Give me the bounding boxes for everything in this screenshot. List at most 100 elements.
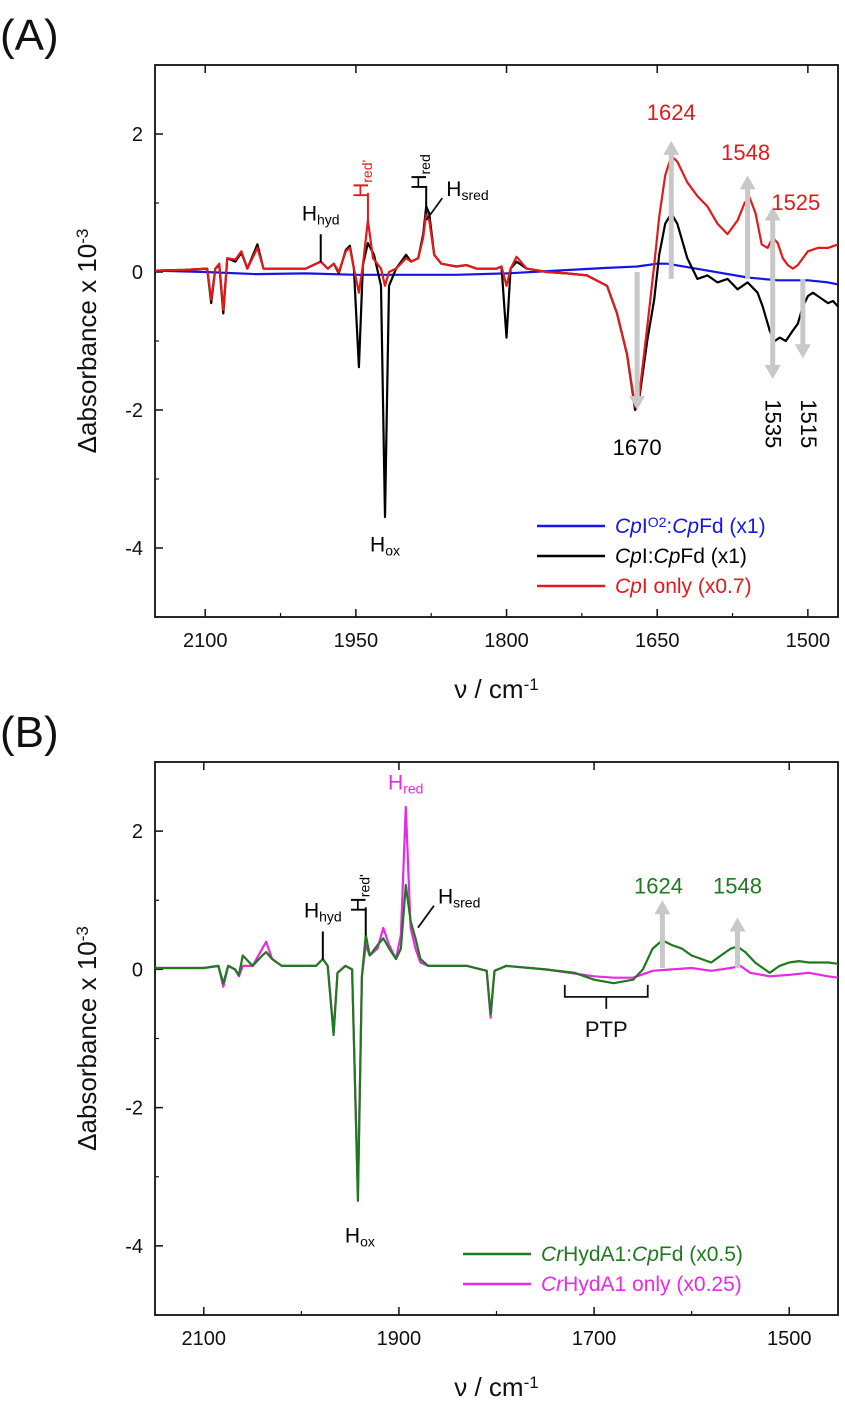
peak-arrow-head bbox=[739, 175, 756, 190]
state-label: Hox bbox=[370, 533, 400, 558]
y-tick-label: -4 bbox=[125, 538, 143, 560]
x-tick-label: 1500 bbox=[786, 630, 831, 652]
y-axis-label: Δabsorbance x 10-3 bbox=[72, 926, 102, 1151]
peak-arrow-head bbox=[629, 396, 646, 410]
peak-arrow-head bbox=[794, 344, 811, 359]
label-part: H bbox=[446, 178, 461, 201]
label-part: Cp bbox=[615, 545, 642, 568]
label-part: sred bbox=[453, 895, 480, 911]
y-tick-label: 2 bbox=[132, 821, 143, 843]
panel-letter: (B) bbox=[0, 708, 59, 757]
x-axis-label-exponent: -1 bbox=[524, 675, 539, 694]
peak-wavenumber-label: 1548 bbox=[721, 140, 770, 165]
legend-entry-cpi_only: CpI only (x0.7) bbox=[615, 575, 752, 598]
label-part: 2 bbox=[659, 514, 667, 530]
label-part: O bbox=[648, 514, 659, 530]
x-tick-label: 1700 bbox=[572, 1328, 617, 1350]
series-line-cpio2 bbox=[155, 262, 838, 286]
panel-a: (A) 2100 1950 1800 1650 1500 2 0 -2 -4 ν / cm-1 Δab… bbox=[0, 11, 839, 704]
y-tick-label: -4 bbox=[125, 1236, 143, 1258]
label-part: Fd (x1) bbox=[680, 545, 747, 568]
x-tick-label: 1650 bbox=[635, 630, 680, 652]
label-part: red' bbox=[359, 160, 375, 183]
series-line-crhyda1_only bbox=[155, 805, 838, 1196]
x-axis-label-exponent: -1 bbox=[524, 1373, 539, 1392]
x-tick-label: 1500 bbox=[767, 1328, 812, 1350]
panel-letter: (A) bbox=[0, 11, 59, 60]
x-axis-label-text: ν / cm bbox=[454, 674, 523, 704]
series-line-cpi_only bbox=[155, 155, 838, 408]
label-part: H bbox=[348, 897, 371, 912]
label-part: H bbox=[438, 886, 453, 909]
state-pointer-line bbox=[425, 197, 444, 221]
label-part: ox bbox=[385, 543, 400, 559]
label-part: Cp bbox=[672, 515, 699, 538]
state-pointer-line bbox=[417, 905, 435, 929]
x-tick-label: 2100 bbox=[183, 630, 228, 652]
x-tick-label: 1950 bbox=[334, 630, 379, 652]
peak-arrow-head bbox=[663, 140, 680, 155]
peak-wavenumber-label: 1525 bbox=[771, 190, 820, 215]
legend-entry-crhyda1_fd: CrHydA1:CpFd (x0.5) bbox=[541, 1243, 743, 1266]
label-part: I bbox=[642, 515, 648, 538]
peak-wavenumber-label: 1535 bbox=[761, 399, 786, 448]
state-label: Hhyd bbox=[304, 900, 342, 925]
label-part: H bbox=[302, 202, 317, 225]
label-part: red bbox=[417, 154, 433, 174]
label-part: : bbox=[666, 515, 672, 538]
peak-wavenumber-label: 1548 bbox=[713, 873, 762, 898]
state-label: Hhyd bbox=[302, 202, 340, 227]
label-part: Cr bbox=[541, 1243, 564, 1266]
label-part: I only (x0.7) bbox=[642, 575, 752, 598]
ptp-label: PTP bbox=[585, 1017, 628, 1042]
x-tick-label: 1800 bbox=[484, 630, 529, 652]
label-part: Cp bbox=[654, 545, 681, 568]
label-part: hyd bbox=[317, 211, 340, 227]
legend-entry-cpi_fd: CpI:CpFd (x1) bbox=[615, 545, 747, 568]
y-tick-label: -2 bbox=[125, 1098, 143, 1120]
state-label: Hred bbox=[388, 772, 423, 797]
panel-b: (B) 2100 1900 1700 1500 2 0 -2 -4 ν / cm-1 Δabsorb… bbox=[0, 708, 839, 1402]
state-label: Hred' bbox=[348, 874, 373, 912]
ptp-bracket bbox=[563, 984, 649, 1009]
peak-arrow-head bbox=[654, 900, 671, 915]
state-label: Hred' bbox=[350, 160, 375, 198]
y-axis-label-exponent: -3 bbox=[73, 926, 92, 941]
y-axis-label-text: Δabsorbance x 10 bbox=[72, 244, 102, 454]
y-tick-label: 0 bbox=[132, 262, 143, 284]
y-tick-label: 0 bbox=[132, 959, 143, 981]
peak-wavenumber-label: 1624 bbox=[647, 100, 696, 125]
x-axis-label-text: ν / cm bbox=[454, 1372, 523, 1402]
state-label: Hsred bbox=[446, 178, 488, 203]
peak-arrow-head bbox=[729, 917, 746, 932]
x-axis-label: ν / cm-1 bbox=[454, 674, 538, 704]
x-tick-label: 1900 bbox=[377, 1328, 422, 1350]
peak-arrow-head bbox=[764, 364, 781, 379]
label-part: Cp bbox=[632, 1243, 659, 1266]
y-tick-label: 2 bbox=[132, 124, 143, 146]
x-tick-label: 2100 bbox=[182, 1328, 227, 1350]
peak-arrow-head bbox=[764, 206, 781, 221]
y-axis-label-text: Δabsorbance x 10 bbox=[72, 941, 102, 1151]
label-part: Cp bbox=[615, 575, 642, 598]
label-part: Fd (x0.5) bbox=[659, 1243, 743, 1266]
label-part: H bbox=[408, 174, 431, 189]
label-part: H bbox=[370, 533, 385, 556]
peak-wavenumber-label: 1670 bbox=[613, 435, 662, 460]
label-part: sred bbox=[461, 187, 488, 203]
label-part: HydA1 only (x0.25) bbox=[563, 1273, 742, 1296]
legend-entry-crhyda1_only: CrHydA1 only (x0.25) bbox=[541, 1273, 742, 1296]
label-part: H bbox=[388, 772, 403, 795]
series-line-cpi_fd bbox=[155, 205, 838, 519]
legend-entry-cpio2: CpIO2:CpFd (x1) bbox=[615, 514, 766, 538]
label-part: H bbox=[304, 900, 319, 923]
label-part: hyd bbox=[319, 909, 342, 925]
label-part: red bbox=[403, 781, 423, 797]
y-axis-label-exponent: -3 bbox=[73, 229, 92, 244]
peak-wavenumber-label: 1624 bbox=[634, 873, 683, 898]
label-part: H bbox=[345, 1224, 360, 1247]
label-part: HydA1: bbox=[563, 1243, 632, 1266]
state-label: Hsred bbox=[438, 886, 480, 911]
label-part: red' bbox=[357, 874, 373, 897]
